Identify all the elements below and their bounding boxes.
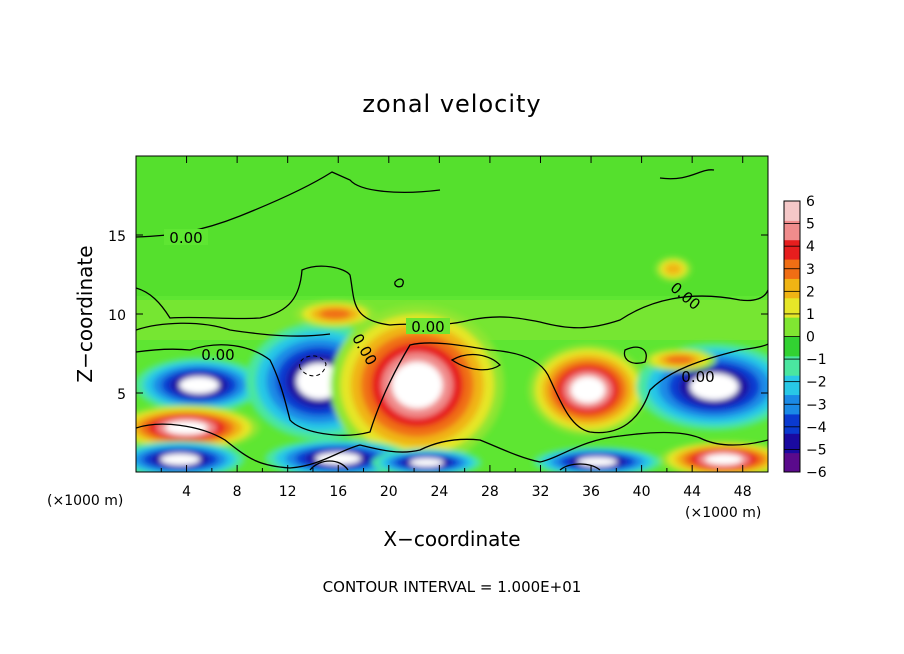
colorbar-swatch <box>784 355 800 376</box>
colorbar: 6 5 4 3 2 1 0 −1 −2 −3 −4 −5 −6 <box>783 194 827 481</box>
contour-line <box>136 265 768 329</box>
velocity-band <box>665 355 694 365</box>
y-tick-label: 15 <box>108 229 126 245</box>
x-tick-label: 44 <box>683 484 701 500</box>
negative-velocity-region <box>136 441 245 472</box>
velocity-band <box>570 376 606 404</box>
positive-velocity-region <box>136 404 260 451</box>
colorbar-tick-label: 2 <box>806 284 815 300</box>
colorbar-tick-label: 5 <box>806 217 815 233</box>
colorbar-swatch <box>784 278 800 299</box>
x-tick-label: 12 <box>279 484 297 500</box>
dashed-contour <box>299 355 327 377</box>
colorbar-swatch <box>784 317 800 337</box>
contour-line <box>136 322 331 337</box>
colorbar-tick-label: 0 <box>806 330 815 346</box>
colorbar-swatch <box>784 220 800 241</box>
contour-line <box>136 423 768 469</box>
positive-velocity-region <box>528 344 648 436</box>
contour-label: 0.00 <box>201 346 234 364</box>
negative-velocity-region <box>371 448 482 472</box>
velocity-band <box>664 263 682 275</box>
x-tick-label: 48 <box>734 484 752 500</box>
velocity-band <box>577 457 618 467</box>
positive-velocity-region <box>659 441 768 472</box>
colorbar-swatch <box>784 413 800 434</box>
velocity-band <box>705 454 743 465</box>
colorbar-tick-label: −5 <box>806 442 827 458</box>
heatmap-field: 0.00 0.00 0.00 0.00 0.00 0.00 <box>136 156 768 472</box>
x-tick-label: 36 <box>582 484 600 500</box>
colorbar-tick-label: 3 <box>806 262 815 278</box>
velocity-band <box>409 458 444 467</box>
positive-velocity-region <box>293 300 377 328</box>
x-tick-label: 32 <box>532 484 550 500</box>
chart-title: zonal velocity <box>362 90 541 118</box>
contour-line <box>559 463 601 471</box>
contour-label-bg <box>164 229 208 245</box>
colorbar-tick-label: 1 <box>806 307 815 323</box>
velocity-band <box>160 453 201 466</box>
contour-line <box>136 342 768 436</box>
x-axis-label: X−coordinate <box>383 527 520 551</box>
contour-line <box>659 169 715 180</box>
positive-velocity-region <box>330 304 505 466</box>
colorbar-tick-label: −3 <box>806 397 827 413</box>
x-tick-label: 28 <box>481 484 499 500</box>
positive-velocity-region <box>654 256 692 282</box>
contour-line <box>450 353 502 371</box>
colorbar-swatch <box>784 239 800 260</box>
colorbar-tick-label: −4 <box>806 420 827 436</box>
velocity-band <box>179 376 220 394</box>
x-tick-label: 8 <box>233 484 242 500</box>
y-tick-label: 5 <box>117 387 126 403</box>
x-axis: 4 8 12 16 20 24 28 32 36 40 44 48 <box>160 156 752 500</box>
colorbar-swatch <box>784 201 800 221</box>
negative-velocity-region <box>533 446 662 472</box>
contour-line <box>394 278 404 288</box>
colorbar-tick-label: −2 <box>806 375 827 391</box>
x-tick-label: 20 <box>380 484 398 500</box>
x-tick-label: 24 <box>430 484 448 500</box>
contour-label: 0.00 <box>169 229 202 247</box>
contour-label: 0.00 <box>411 318 444 336</box>
velocity-band <box>319 308 351 320</box>
colorbar-swatch <box>784 375 800 396</box>
colorbar-tick-label: −6 <box>806 465 827 481</box>
x-tick-label: 4 <box>182 484 191 500</box>
y-axis-label: Z−coordinate <box>73 245 97 382</box>
colorbar-tick-label: 4 <box>806 239 815 255</box>
contour-line <box>623 346 647 364</box>
colorbar-tick-label: 6 <box>806 194 815 210</box>
contour-line <box>309 460 349 471</box>
colorbar-swatch <box>784 452 800 473</box>
velocity-band <box>165 421 208 435</box>
contour-label-bg <box>406 318 450 334</box>
contour-interval-note: CONTOUR INTERVAL = 1.000E+01 <box>323 578 582 596</box>
zero-contours <box>136 169 768 471</box>
anomaly-blobs <box>136 256 768 472</box>
colorbar-swatch <box>784 336 800 357</box>
y-axis: 5 10 15 <box>108 229 768 403</box>
x-tick-label: 40 <box>633 484 651 500</box>
colorbar-tick-label: −1 <box>806 352 827 368</box>
colorbar-swatch <box>784 433 800 454</box>
contour-label: 0.00 <box>681 368 714 386</box>
x-tick-label: 16 <box>329 484 347 500</box>
x-unit-right: (×1000 m) <box>685 505 761 521</box>
x-unit-left: (×1000 m) <box>47 493 123 509</box>
colorbar-swatch <box>784 297 800 318</box>
y-tick-label: 10 <box>108 308 126 324</box>
negative-velocity-region <box>136 357 264 413</box>
velocity-band <box>690 373 739 401</box>
velocity-band <box>391 361 443 409</box>
